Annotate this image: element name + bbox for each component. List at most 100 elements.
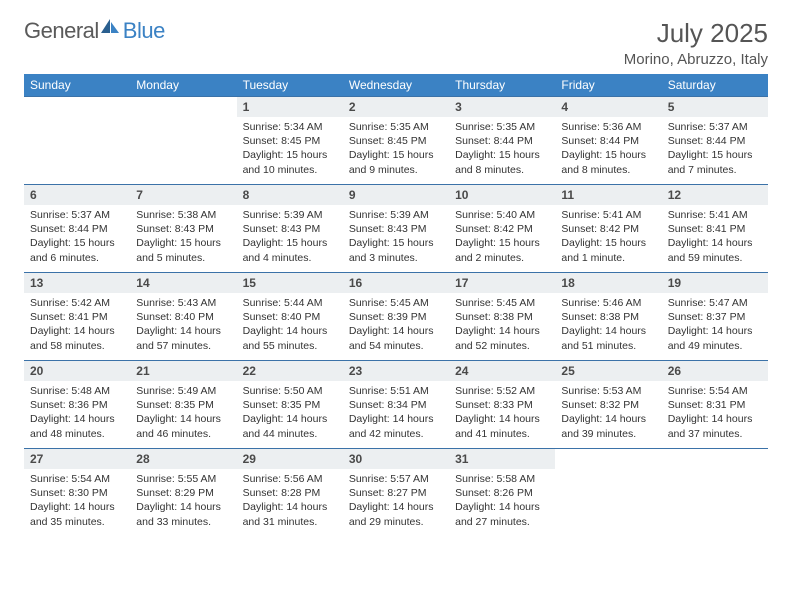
daylight-text: Daylight: 15 hours and 1 minute. <box>561 236 655 264</box>
day-number: 11 <box>555 185 661 205</box>
sunrise-text: Sunrise: 5:54 AM <box>30 472 124 486</box>
day-body: Sunrise: 5:39 AMSunset: 8:43 PMDaylight:… <box>237 205 343 268</box>
sunrise-text: Sunrise: 5:42 AM <box>30 296 124 310</box>
sunrise-text: Sunrise: 5:52 AM <box>455 384 549 398</box>
sunset-text: Sunset: 8:45 PM <box>349 134 443 148</box>
sunrise-text: Sunrise: 5:37 AM <box>30 208 124 222</box>
day-cell: 19Sunrise: 5:47 AMSunset: 8:37 PMDayligh… <box>662 273 768 361</box>
day-cell: 13Sunrise: 5:42 AMSunset: 8:41 PMDayligh… <box>24 273 130 361</box>
day-number: 22 <box>237 361 343 381</box>
sunset-text: Sunset: 8:41 PM <box>30 310 124 324</box>
day-cell: 12Sunrise: 5:41 AMSunset: 8:41 PMDayligh… <box>662 185 768 273</box>
sunset-text: Sunset: 8:44 PM <box>455 134 549 148</box>
dow-wednesday: Wednesday <box>343 74 449 97</box>
day-number: 16 <box>343 273 449 293</box>
daylight-text: Daylight: 15 hours and 4 minutes. <box>243 236 337 264</box>
day-body: Sunrise: 5:55 AMSunset: 8:29 PMDaylight:… <box>130 469 236 532</box>
day-cell: 8Sunrise: 5:39 AMSunset: 8:43 PMDaylight… <box>237 185 343 273</box>
day-body: Sunrise: 5:38 AMSunset: 8:43 PMDaylight:… <box>130 205 236 268</box>
day-body: Sunrise: 5:44 AMSunset: 8:40 PMDaylight:… <box>237 293 343 356</box>
sunset-text: Sunset: 8:40 PM <box>136 310 230 324</box>
sunrise-text: Sunrise: 5:39 AM <box>243 208 337 222</box>
daylight-text: Daylight: 14 hours and 59 minutes. <box>668 236 762 264</box>
daylight-text: Daylight: 15 hours and 9 minutes. <box>349 148 443 176</box>
day-body: Sunrise: 5:52 AMSunset: 8:33 PMDaylight:… <box>449 381 555 444</box>
day-number: 17 <box>449 273 555 293</box>
sunset-text: Sunset: 8:42 PM <box>455 222 549 236</box>
day-number: 28 <box>130 449 236 469</box>
title-block: July 2025 Morino, Abruzzo, Italy <box>624 18 768 68</box>
brand-logo: General Blue <box>24 18 165 44</box>
day-body: Sunrise: 5:40 AMSunset: 8:42 PMDaylight:… <box>449 205 555 268</box>
daylight-text: Daylight: 14 hours and 58 minutes. <box>30 324 124 352</box>
day-number: 27 <box>24 449 130 469</box>
day-number: 20 <box>24 361 130 381</box>
week-row: 13Sunrise: 5:42 AMSunset: 8:41 PMDayligh… <box>24 273 768 361</box>
daylight-text: Daylight: 14 hours and 54 minutes. <box>349 324 443 352</box>
sunset-text: Sunset: 8:45 PM <box>243 134 337 148</box>
dow-tuesday: Tuesday <box>237 74 343 97</box>
day-body: Sunrise: 5:56 AMSunset: 8:28 PMDaylight:… <box>237 469 343 532</box>
day-cell: 16Sunrise: 5:45 AMSunset: 8:39 PMDayligh… <box>343 273 449 361</box>
sunset-text: Sunset: 8:43 PM <box>136 222 230 236</box>
day-number: 2 <box>343 97 449 117</box>
sunrise-text: Sunrise: 5:48 AM <box>30 384 124 398</box>
sunset-text: Sunset: 8:43 PM <box>243 222 337 236</box>
week-row: 1Sunrise: 5:34 AMSunset: 8:45 PMDaylight… <box>24 97 768 185</box>
sunset-text: Sunset: 8:41 PM <box>668 222 762 236</box>
sunrise-text: Sunrise: 5:36 AM <box>561 120 655 134</box>
sunrise-text: Sunrise: 5:38 AM <box>136 208 230 222</box>
sunrise-text: Sunrise: 5:47 AM <box>668 296 762 310</box>
sunset-text: Sunset: 8:40 PM <box>243 310 337 324</box>
daylight-text: Daylight: 14 hours and 37 minutes. <box>668 412 762 440</box>
day-body: Sunrise: 5:51 AMSunset: 8:34 PMDaylight:… <box>343 381 449 444</box>
day-body: Sunrise: 5:58 AMSunset: 8:26 PMDaylight:… <box>449 469 555 532</box>
daylight-text: Daylight: 14 hours and 31 minutes. <box>243 500 337 528</box>
day-cell: 17Sunrise: 5:45 AMSunset: 8:38 PMDayligh… <box>449 273 555 361</box>
day-number: 26 <box>662 361 768 381</box>
day-cell: 4Sunrise: 5:36 AMSunset: 8:44 PMDaylight… <box>555 97 661 185</box>
daylight-text: Daylight: 14 hours and 51 minutes. <box>561 324 655 352</box>
day-cell: 1 Sunrise: 5:34 AMSunset: 8:45 PMDaylight… <box>237 97 343 185</box>
daylight-text: Daylight: 14 hours and 27 minutes. <box>455 500 549 528</box>
day-cell: 25Sunrise: 5:53 AMSunset: 8:32 PMDayligh… <box>555 361 661 449</box>
day-cell: 22Sunrise: 5:50 AMSunset: 8:35 PMDayligh… <box>237 361 343 449</box>
day-cell: 24Sunrise: 5:52 AMSunset: 8:33 PMDayligh… <box>449 361 555 449</box>
sunrise-text: Sunrise: 5:50 AM <box>243 384 337 398</box>
day-body: Sunrise: 5:46 AMSunset: 8:38 PMDaylight:… <box>555 293 661 356</box>
day-number: 1 <box>237 97 343 117</box>
daylight-text: Daylight: 15 hours and 10 minutes. <box>243 148 337 176</box>
sunrise-text: Sunrise: 5:53 AM <box>561 384 655 398</box>
sunset-text: Sunset: 8:28 PM <box>243 486 337 500</box>
dow-monday: Monday <box>130 74 236 97</box>
day-cell: 7Sunrise: 5:38 AMSunset: 8:43 PMDaylight… <box>130 185 236 273</box>
sunrise-text: Sunrise: 5:55 AM <box>136 472 230 486</box>
sunset-text: Sunset: 8:27 PM <box>349 486 443 500</box>
day-body: Sunrise: 5:35 AMSunset: 8:44 PMDaylight:… <box>449 117 555 180</box>
day-number: 8 <box>237 185 343 205</box>
daylight-text: Daylight: 15 hours and 3 minutes. <box>349 236 443 264</box>
sunset-text: Sunset: 8:42 PM <box>561 222 655 236</box>
sunset-text: Sunset: 8:36 PM <box>30 398 124 412</box>
dow-saturday: Saturday <box>662 74 768 97</box>
dow-thursday: Thursday <box>449 74 555 97</box>
day-body: Sunrise: 5:37 AMSunset: 8:44 PMDaylight:… <box>24 205 130 268</box>
day-number: 19 <box>662 273 768 293</box>
sunset-text: Sunset: 8:43 PM <box>349 222 443 236</box>
day-number: 15 <box>237 273 343 293</box>
day-body: Sunrise: 5:45 AMSunset: 8:38 PMDaylight:… <box>449 293 555 356</box>
day-cell: 9Sunrise: 5:39 AMSunset: 8:43 PMDaylight… <box>343 185 449 273</box>
sunrise-text: Sunrise: 5:34 AM <box>243 120 337 134</box>
month-title: July 2025 <box>624 18 768 49</box>
day-cell: 26Sunrise: 5:54 AMSunset: 8:31 PMDayligh… <box>662 361 768 449</box>
day-cell: 21Sunrise: 5:49 AMSunset: 8:35 PMDayligh… <box>130 361 236 449</box>
logo-text-blue: Blue <box>123 18 165 44</box>
day-cell <box>24 97 130 185</box>
day-body: Sunrise: 5:57 AMSunset: 8:27 PMDaylight:… <box>343 469 449 532</box>
day-body: Sunrise: 5:47 AMSunset: 8:37 PMDaylight:… <box>662 293 768 356</box>
day-cell: 30Sunrise: 5:57 AMSunset: 8:27 PMDayligh… <box>343 449 449 537</box>
page-header: General Blue July 2025 Morino, Abruzzo, … <box>24 18 768 68</box>
daylight-text: Daylight: 14 hours and 55 minutes. <box>243 324 337 352</box>
day-body: Sunrise: 5:54 AMSunset: 8:31 PMDaylight:… <box>662 381 768 444</box>
week-row: 27Sunrise: 5:54 AMSunset: 8:30 PMDayligh… <box>24 449 768 537</box>
